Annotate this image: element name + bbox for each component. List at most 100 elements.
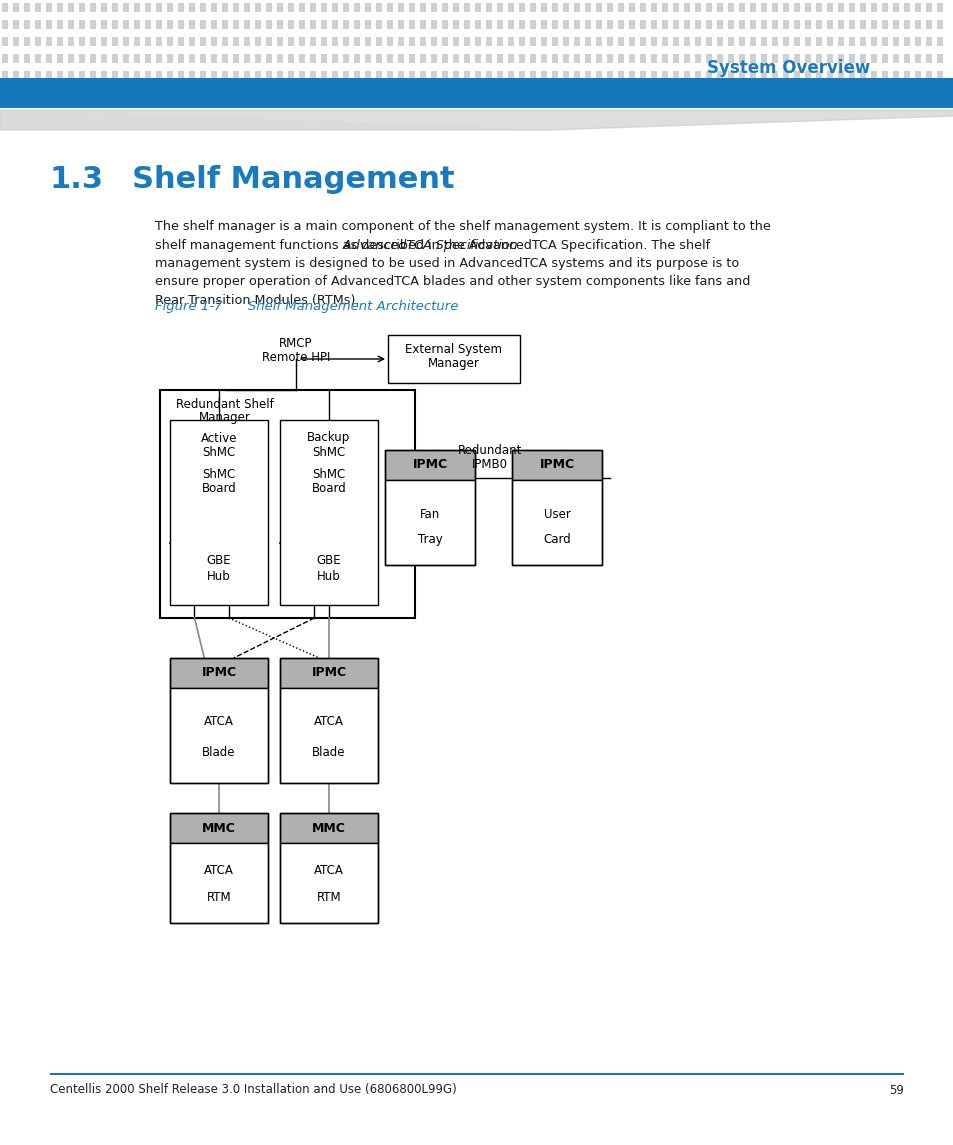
Bar <box>24 3 30 11</box>
Bar <box>453 54 458 63</box>
Bar <box>683 54 689 63</box>
Bar <box>200 71 206 80</box>
Text: management system is designed to be used in AdvancedTCA systems and its purpose : management system is designed to be used… <box>154 256 739 270</box>
Text: External System: External System <box>405 342 502 355</box>
Bar <box>419 54 426 63</box>
Bar <box>497 3 502 11</box>
Bar <box>441 37 448 46</box>
Bar <box>562 54 568 63</box>
Bar <box>552 71 558 80</box>
Bar <box>387 71 393 80</box>
Bar <box>354 19 359 29</box>
Bar <box>133 37 140 46</box>
Bar <box>397 54 403 63</box>
Bar <box>409 3 415 11</box>
Bar <box>320 54 327 63</box>
Bar <box>320 71 327 80</box>
Bar <box>749 54 755 63</box>
Bar <box>101 19 107 29</box>
Bar <box>90 19 96 29</box>
Bar <box>892 19 898 29</box>
Bar <box>170 420 268 605</box>
Bar <box>914 19 920 29</box>
Bar <box>771 19 778 29</box>
Bar <box>739 71 744 80</box>
Bar <box>79 19 85 29</box>
Bar <box>385 480 475 564</box>
Bar <box>661 71 667 80</box>
Text: Hub: Hub <box>207 570 231 584</box>
Bar <box>596 19 601 29</box>
Bar <box>280 658 377 688</box>
Text: RMCP: RMCP <box>279 337 313 350</box>
Bar <box>276 37 283 46</box>
Bar <box>189 19 194 29</box>
Bar <box>804 54 810 63</box>
Bar <box>79 71 85 80</box>
Bar <box>815 71 821 80</box>
Bar <box>584 3 590 11</box>
Bar <box>606 37 613 46</box>
Text: Remote HPI: Remote HPI <box>261 352 330 364</box>
Bar <box>793 19 800 29</box>
Bar <box>552 3 558 11</box>
Bar <box>57 19 63 29</box>
Bar <box>343 71 349 80</box>
Text: Board: Board <box>201 482 236 496</box>
Bar <box>280 843 377 923</box>
Bar <box>46 37 52 46</box>
Bar <box>859 3 865 11</box>
Bar <box>882 3 887 11</box>
Bar <box>717 19 722 29</box>
Bar <box>13 37 19 46</box>
Bar <box>298 37 305 46</box>
Bar <box>552 37 558 46</box>
Bar <box>837 37 843 46</box>
Bar <box>343 19 349 29</box>
Text: ShMC: ShMC <box>312 445 345 458</box>
Bar <box>618 37 623 46</box>
Bar <box>695 37 700 46</box>
Bar <box>453 3 458 11</box>
Bar <box>826 19 832 29</box>
Bar <box>298 3 305 11</box>
Bar <box>13 3 19 11</box>
Bar <box>431 37 436 46</box>
Bar <box>925 71 931 80</box>
Bar <box>826 3 832 11</box>
Bar <box>727 71 733 80</box>
Bar <box>804 3 810 11</box>
Bar <box>739 3 744 11</box>
Bar <box>925 54 931 63</box>
Bar <box>310 3 315 11</box>
Bar <box>431 71 436 80</box>
Bar <box>431 19 436 29</box>
Text: 1.3: 1.3 <box>50 166 104 195</box>
Bar <box>222 19 228 29</box>
Bar <box>760 3 766 11</box>
Bar <box>892 71 898 80</box>
Bar <box>628 54 635 63</box>
Bar <box>365 19 371 29</box>
Bar <box>244 3 250 11</box>
Bar <box>475 37 480 46</box>
Bar <box>156 3 162 11</box>
Bar <box>695 71 700 80</box>
Bar <box>596 54 601 63</box>
Bar <box>606 71 613 80</box>
Bar <box>2 3 8 11</box>
Bar <box>409 71 415 80</box>
Bar <box>793 54 800 63</box>
Bar <box>167 3 172 11</box>
Text: Fan: Fan <box>419 507 439 521</box>
Bar <box>485 19 492 29</box>
Bar <box>24 19 30 29</box>
Text: RTM: RTM <box>207 891 231 903</box>
Bar <box>170 813 268 923</box>
Bar <box>211 54 216 63</box>
Bar <box>409 37 415 46</box>
Bar <box>870 71 876 80</box>
Bar <box>695 3 700 11</box>
Bar <box>222 71 228 80</box>
Bar <box>343 37 349 46</box>
